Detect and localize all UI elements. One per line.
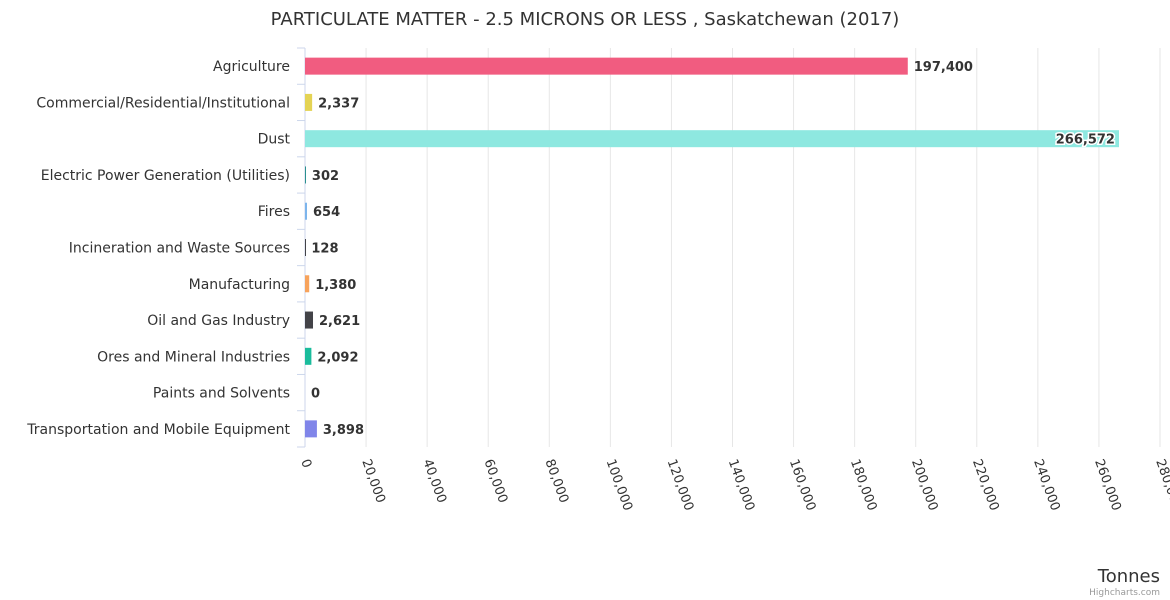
category-label: Dust <box>258 132 291 148</box>
category-labels: Agriculture Commercial/Residential/Instit… <box>26 59 290 438</box>
data-label: 1,380 <box>315 278 356 293</box>
data-labels: 197,400 2,337 266,572 302 654 128 1,380 2,621 2,… <box>311 60 1116 438</box>
category-label: Fires <box>258 204 290 220</box>
data-label: 3,898 <box>323 423 364 438</box>
bar[interactable] <box>305 130 1119 148</box>
bar[interactable] <box>305 275 310 293</box>
data-label: 2,337 <box>318 96 359 111</box>
credits-link[interactable]: Highcharts.com <box>1089 588 1160 598</box>
x-tick-label: 100,000 <box>603 457 635 513</box>
category-label: Paints and Solvents <box>153 386 290 402</box>
category-label: Ores and Mineral Industries <box>97 349 290 365</box>
x-axis-ticks: 0 20,000 40,000 60,000 80,000 100,000 120,000 1… <box>297 457 1170 513</box>
category-label: Agriculture <box>213 59 290 75</box>
x-tick-label: 80,000 <box>542 457 572 505</box>
bar[interactable] <box>305 239 306 256</box>
data-label: 197,400 <box>914 60 973 75</box>
x-axis-title: Tonnes <box>1097 566 1160 587</box>
category-label: Incineration and Waste Sources <box>69 241 290 257</box>
x-tick-label: 120,000 <box>664 457 696 513</box>
x-tick-label: 260,000 <box>1091 457 1123 513</box>
x-tick-label: 200,000 <box>908 457 940 513</box>
bar[interactable] <box>305 420 317 438</box>
x-tick-label: 140,000 <box>725 457 757 513</box>
data-label: 266,572 <box>1056 133 1115 148</box>
chart-title: PARTICULATE MATTER - 2.5 MICRONS OR LESS… <box>271 9 900 30</box>
bar[interactable] <box>305 93 313 111</box>
category-label: Manufacturing <box>189 277 290 293</box>
x-tick-label: 240,000 <box>1030 457 1062 513</box>
x-tick-label: 220,000 <box>969 457 1001 513</box>
grid-lines <box>297 47 1161 448</box>
data-label: 302 <box>312 169 339 184</box>
bar[interactable] <box>305 311 314 329</box>
bar[interactable] <box>305 347 312 365</box>
bar[interactable] <box>305 202 307 220</box>
data-label: 2,621 <box>319 314 360 329</box>
x-tick-label: 180,000 <box>847 457 879 513</box>
category-label: Commercial/Residential/Institutional <box>36 95 290 111</box>
data-label: 0 <box>311 387 320 402</box>
bars <box>305 57 1119 438</box>
data-label: 654 <box>313 205 340 220</box>
bar[interactable] <box>305 166 306 184</box>
x-tick-label: 40,000 <box>419 457 449 505</box>
category-label: Electric Power Generation (Utilities) <box>41 168 290 184</box>
x-tick-label: 160,000 <box>786 457 818 513</box>
data-label: 128 <box>311 242 338 257</box>
x-tick-label: 60,000 <box>480 457 510 505</box>
x-tick-label: 0 <box>297 457 314 470</box>
category-label: Oil and Gas Industry <box>147 313 290 329</box>
category-label: Transportation and Mobile Equipment <box>26 422 290 438</box>
bar[interactable] <box>305 57 908 75</box>
data-label: 2,092 <box>317 350 358 365</box>
x-tick-label: 20,000 <box>358 457 388 505</box>
x-tick-label: 280,000 <box>1152 457 1170 513</box>
